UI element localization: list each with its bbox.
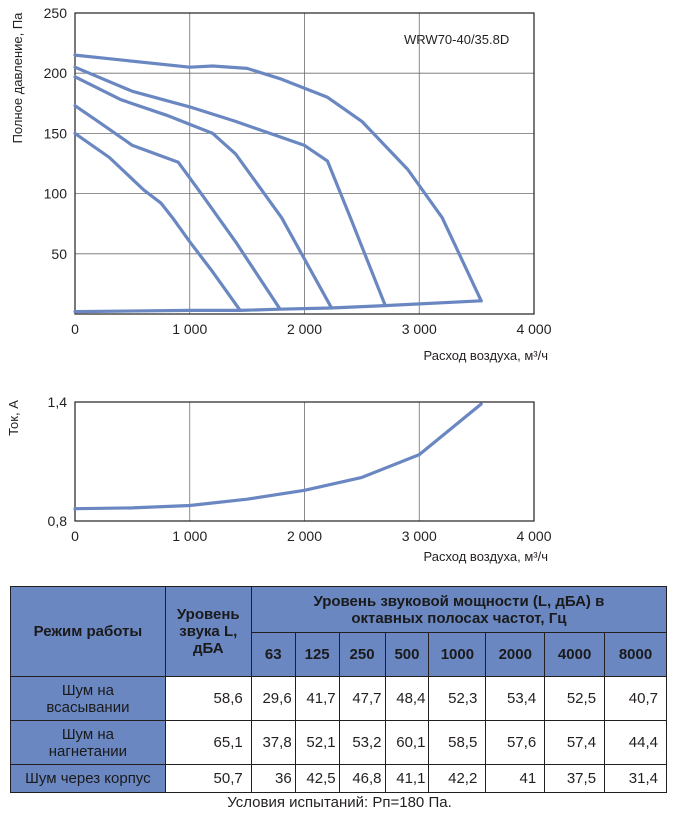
x-tick-label: 3 000 [402,321,437,337]
table-row: Шум на нагнетании 65,1 37,8 52,1 53,2 60… [10,720,667,765]
cell-value: 37,5 [544,764,606,793]
y-tick-label: 150 [44,125,68,141]
y-tick-label: 200 [44,65,68,81]
series-line [73,131,242,312]
plot-frame [74,401,535,522]
cell-value: 42,5 [294,764,340,793]
charts-canvas: WRW70-40/35.8D Полное давление, Па Расхо… [6,5,552,564]
cell-value: 29,6 [250,676,296,721]
table-row: Шум через корпус 50,7 36 42,5 46,8 41,1 … [10,764,667,793]
cell-value: 52,1 [294,720,340,765]
freq-header: 2000 [485,632,546,677]
x-tick-label: 4 000 [516,528,551,544]
x-tick-label: 1 000 [172,528,207,544]
pressure-y-axis-label: Полное давление, Па [10,12,25,144]
row-level: 58,6 [164,676,252,721]
cell-value: 58,5 [428,720,487,765]
series-line [73,402,483,511]
sound-level-table: Режим работы Уровень звука L, дБА Уровен… [10,586,668,793]
cell-value: 41,1 [384,764,430,793]
series-line [73,104,281,310]
freq-header: 8000 [604,632,667,677]
cell-value: 42,2 [428,764,487,793]
x-tick-label: 2 000 [287,528,322,544]
current-y-axis-label: Ток, А [6,400,21,436]
x-tick-label: 0 [71,528,79,544]
x-tick-label: 2 000 [287,321,322,337]
freq-header: 1000 [428,632,487,677]
row-level: 50,7 [164,764,252,793]
cell-value: 48,4 [384,676,430,721]
cell-value: 37,8 [250,720,296,765]
sound-level-header: Уровень звука L, дБА [164,586,252,677]
cell-value: 36 [250,764,296,793]
series-line [73,299,483,314]
cell-value: 60,1 [384,720,430,765]
cell-value: 52,3 [428,676,487,721]
cell-value: 46,8 [338,764,386,793]
series-line [73,65,387,306]
y-tick-label: 0,8 [48,513,68,529]
cell-value: 31,4 [604,764,667,793]
series-line [73,53,483,303]
freq-header: 125 [294,632,340,677]
cell-value: 41,7 [294,676,340,721]
row-name: Шум на всасывании [10,676,166,721]
cell-value: 47,7 [338,676,386,721]
y-tick-label: 250 [44,5,68,21]
cell-value: 57,4 [544,720,606,765]
row-level: 65,1 [164,720,252,765]
row-name: Шум на нагнетании [10,720,166,765]
freq-header: 63 [250,632,296,677]
current-chart: Ток, А Расход воздуха, м³/ч 0 1 000 2 000 3… [6,394,552,564]
x-tick-label: 4 000 [516,321,551,337]
series-line [73,75,333,309]
pressure-chart: WRW70-40/35.8D Полное давление, Па Расхо… [10,5,552,363]
pressure-x-axis-label: Расход воздуха, м³/ч [423,348,548,363]
table-row: Шум на всасывании 58,6 29,6 41,7 47,7 48… [10,676,667,721]
y-tick-label: 100 [44,186,68,202]
cell-value: 53,4 [485,676,546,721]
freq-header: 4000 [544,632,606,677]
y-tick-label: 50 [51,246,67,262]
cell-value: 57,6 [485,720,546,765]
y-tick-label: 1,4 [48,394,68,410]
x-tick-label: 1 000 [172,321,207,337]
cell-value: 52,5 [544,676,606,721]
cell-value: 53,2 [338,720,386,765]
x-tick-label: 3 000 [402,528,437,544]
freq-header: 500 [384,632,430,677]
current-x-axis-label: Расход воздуха, м³/ч [423,549,548,564]
mode-header: Режим работы [10,586,166,677]
sound-power-header: Уровень звуковой мощности (L, дБА) в окт… [250,586,668,633]
test-conditions-note: Условия испытаний: Pп=180 Па. [227,794,452,811]
x-tick-label: 0 [71,321,79,337]
cell-value: 40,7 [604,676,667,721]
model-label: WRW70-40/35.8D [404,32,509,47]
plot-frame [74,12,535,315]
row-name: Шум через корпус [10,764,166,793]
cell-value: 41 [485,764,546,793]
cell-value: 44,4 [604,720,667,765]
freq-header: 250 [338,632,386,677]
